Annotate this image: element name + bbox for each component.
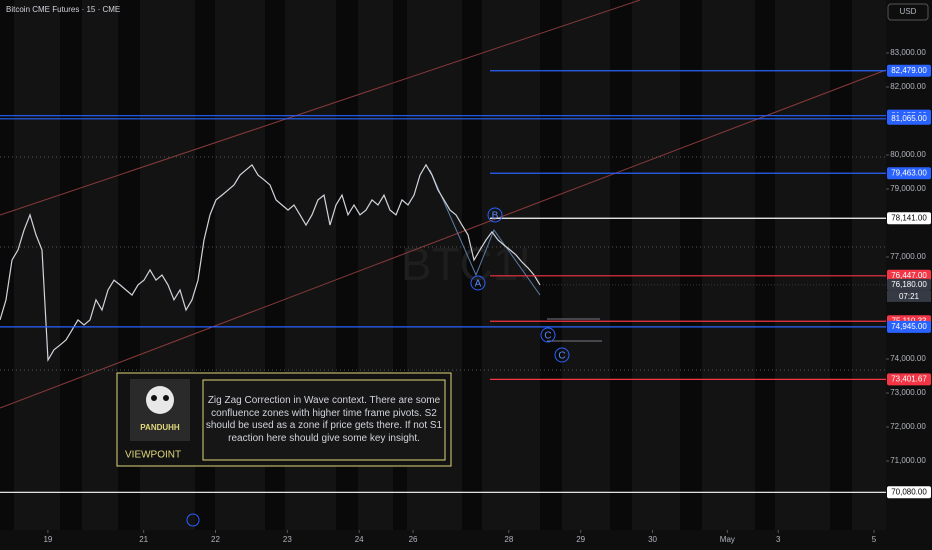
- wave-label: C: [544, 331, 551, 342]
- x-tick-label: 24: [355, 535, 364, 544]
- y-tick-label: 72,000.00: [890, 422, 926, 431]
- level-label: 76,180.00: [891, 280, 927, 289]
- y-tick-label: 79,000.00: [890, 184, 926, 193]
- x-tick-label: 21: [139, 535, 148, 544]
- x-tick-label: 19: [43, 535, 52, 544]
- level-label: 75,110.33: [892, 316, 928, 325]
- logo-brand: PANDUHH: [140, 423, 180, 432]
- currency-box: [887, 3, 929, 21]
- level-label: 81,065.00: [891, 114, 927, 123]
- x-tick-label: 29: [576, 535, 585, 544]
- level-label: 78,141.00: [891, 213, 927, 222]
- caption: VIEWPOINT: [125, 450, 181, 461]
- level-tag: [887, 278, 931, 291]
- logo-panda: [146, 386, 174, 414]
- level-tag: [887, 320, 931, 333]
- x-tick-label: 28: [504, 535, 513, 544]
- projection: [547, 318, 602, 342]
- level-tag: [887, 269, 931, 282]
- y-tick-label: 80,000.00: [890, 150, 926, 159]
- y-tick-label: 83,000.00: [890, 48, 926, 57]
- level-label: 74,945.00: [891, 322, 927, 331]
- y-tick-label: 77,000.00: [890, 252, 926, 261]
- level-label: 76,447.00: [891, 271, 927, 280]
- level-label: 82,479.00: [891, 66, 927, 75]
- y-tick-label: 74,000.00: [890, 354, 926, 363]
- level-label: 73,401.67: [891, 374, 927, 383]
- wave-circle: [487, 207, 503, 223]
- level-tag: [887, 112, 931, 125]
- level-tag: [887, 64, 931, 77]
- level-label: 70,080.00: [891, 487, 927, 496]
- watermark: BTC1!: [401, 238, 531, 290]
- x-tick-label: 3: [776, 535, 781, 544]
- y-tick-label: 82,000.00: [890, 82, 926, 91]
- wave-path: [429, 169, 541, 296]
- channel: [0, 0, 887, 409]
- x-tick-label: 22: [211, 535, 220, 544]
- countdown-tag: [887, 290, 931, 302]
- x-tick-label: May: [720, 535, 735, 544]
- price-line: [0, 163, 541, 363]
- wave-circle: [470, 275, 486, 291]
- x-tick-label: 23: [283, 535, 292, 544]
- wave-label: C: [558, 351, 565, 362]
- level-tag: [887, 212, 931, 225]
- level-tag: [887, 167, 931, 180]
- annotation-text: Zig Zag Correction in Wave context. Ther…: [205, 395, 443, 444]
- annotation-box: [202, 379, 446, 461]
- event-icon: [186, 513, 200, 527]
- x-tick-label: 30: [648, 535, 657, 544]
- symbol: Bitcoin CME Futures · 15 · CME: [6, 5, 120, 14]
- wave-label: A: [475, 279, 482, 290]
- level-tag: [887, 373, 931, 386]
- wave-circle: [554, 347, 570, 363]
- x-tick-label: 26: [409, 535, 418, 544]
- y-tick-label: 73,000.00: [890, 388, 926, 397]
- countdown: 07:21: [899, 292, 920, 301]
- level-tag: [887, 486, 931, 499]
- level-label: 79,463.00: [891, 168, 927, 177]
- wave-label: B: [492, 211, 499, 222]
- y-tick-label: 71,000.00: [890, 456, 926, 465]
- currency: USD: [900, 7, 917, 16]
- x-tick-label: 5: [872, 535, 877, 544]
- wave-circle: [540, 327, 556, 343]
